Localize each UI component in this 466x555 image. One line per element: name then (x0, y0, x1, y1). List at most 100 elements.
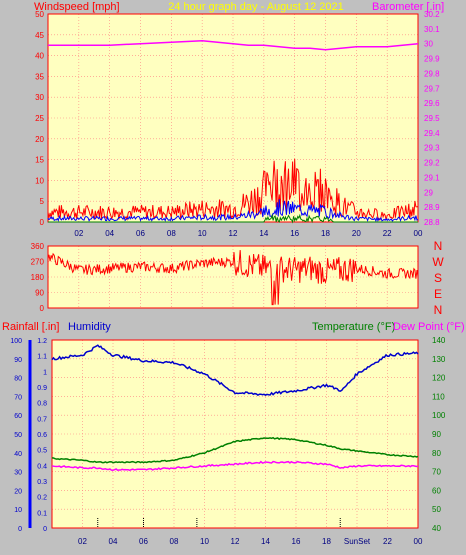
x-tick-label: 04 (105, 229, 114, 238)
rainfall-axis-title: Rainfall [.in] (2, 321, 59, 333)
humidity-tick-label: 100 (10, 338, 22, 345)
humidity-line (51, 344, 419, 396)
x-tick-label: 22 (383, 537, 392, 546)
baro-tick-label: 28.8 (424, 218, 440, 227)
windspeed-line (47, 158, 419, 221)
x-tick-label: 18 (321, 229, 330, 238)
temp-tick-label: 110 (432, 392, 445, 401)
wind-tick-label: 25 (35, 114, 44, 123)
x-tick-label: 14 (261, 537, 270, 546)
wind-direction-line (47, 250, 419, 306)
x-tick-label: 16 (290, 229, 299, 238)
rain-tick-label: 0.8 (37, 401, 47, 408)
dir-tick-label: 180 (31, 273, 45, 282)
humidity-tick-label: 30 (14, 470, 22, 477)
temp-tick-label: 40 (432, 524, 441, 533)
x-tick-label: 00 (414, 537, 423, 546)
humidity-tick-label: 10 (14, 507, 22, 514)
baro-tick-label: 29.6 (424, 99, 440, 108)
x-tick-label: 16 (292, 537, 301, 546)
x-tick-label: 12 (231, 537, 240, 546)
plot-area-wind (48, 14, 418, 222)
dewpoint-line (51, 460, 419, 472)
dir-letter-label: N (434, 239, 443, 253)
wind-tick-label: 50 (35, 10, 44, 19)
temp-tick-label: 130 (432, 355, 446, 364)
temp-tick-label: 50 (432, 505, 441, 514)
baro-tick-label: 29.4 (424, 129, 440, 138)
humidity-tick-label: 70 (14, 394, 22, 401)
rain-tick-label: 0.7 (37, 416, 47, 423)
temp-tick-label: 120 (432, 374, 446, 383)
x-tick-label: 02 (78, 537, 87, 546)
x-tick-label: 00 (414, 229, 423, 238)
dir-tick-label: 90 (35, 289, 44, 298)
x-tick-label: 08 (167, 229, 176, 238)
baro-tick-label: 29.2 (424, 159, 440, 168)
humidity-tick-label: 80 (14, 376, 22, 383)
x-tick-label: 18 (322, 537, 331, 546)
wind-tick-label: 15 (35, 156, 44, 165)
rain-tick-label: 1.1 (37, 354, 47, 361)
humidity-tick-label: 50 (14, 432, 22, 439)
x-tick-label: 08 (170, 537, 179, 546)
plot-frame-climate (51, 339, 419, 529)
plot-frame-direction (47, 245, 419, 309)
wind-tick-label: 20 (35, 135, 44, 144)
x-tick-label: 14 (259, 229, 268, 238)
dewpoint-axis-title: Dew Point (°F) (393, 321, 465, 333)
baro-tick-label: 30.2 (424, 10, 440, 19)
baro-tick-label: 29.3 (424, 144, 440, 153)
x-tick-label: 20 (352, 229, 361, 238)
chart-title: 24 hour graph day - August 12 2021 (168, 1, 344, 13)
rain-tick-label: 0.3 (37, 479, 47, 486)
dir-letter-label: W (432, 255, 444, 269)
rain-tick-label: 0.2 (37, 495, 47, 502)
temp-tick-label: 90 (432, 430, 441, 439)
baro-tick-label: 29.8 (424, 69, 440, 78)
rain-tick-label: 0.5 (37, 448, 47, 455)
temp-tick-label: 100 (432, 411, 446, 420)
baro-axis-title: Barometer [.in] (372, 1, 444, 13)
humidity-tick-label: 60 (14, 413, 22, 420)
dir-letter-label: S (434, 271, 442, 285)
wind-tick-label: 45 (35, 31, 44, 40)
dir-tick-label: 360 (31, 242, 45, 251)
temp-tick-label: 60 (432, 486, 441, 495)
temp-tick-label: 70 (432, 468, 441, 477)
x-tick-label: 04 (109, 537, 118, 546)
baro-tick-label: 29.5 (424, 114, 440, 123)
wind-tick-label: 35 (35, 72, 44, 81)
rain-tick-label: 0.6 (37, 432, 47, 439)
temp-tick-label: 80 (432, 449, 441, 458)
baro-tick-label: 29 (424, 188, 433, 197)
wind-tick-label: 0 (40, 218, 45, 227)
wind-average-line (47, 199, 419, 223)
temperature-axis-title: Temperature (°F) (312, 321, 395, 333)
temp-tick-label: 140 (432, 336, 446, 345)
baro-tick-label: 29.7 (424, 84, 440, 93)
humidity-tick-label: 20 (14, 488, 22, 495)
dir-letter-label: N (434, 303, 443, 317)
baro-tick-label: 29.9 (424, 55, 440, 64)
dir-tick-label: 270 (31, 258, 45, 267)
rain-tick-label: 0.9 (37, 385, 47, 392)
x-tick-label: 06 (139, 537, 148, 546)
dir-letter-label: E (434, 287, 442, 301)
x-tick-label: 10 (200, 537, 209, 546)
x-tick-label: 22 (383, 229, 392, 238)
baro-tick-label: 29.1 (424, 173, 440, 182)
baro-tick-label: 28.9 (424, 203, 440, 212)
x-tick-label: 10 (198, 229, 207, 238)
rain-tick-label: 0.4 (37, 463, 47, 470)
humidity-tick-label: 40 (14, 451, 22, 458)
humidity-tick-label: 0 (18, 526, 22, 533)
wind-tick-label: 5 (40, 197, 45, 206)
baro-tick-label: 30 (424, 40, 433, 49)
humidity-tick-label: 90 (14, 357, 22, 364)
x-tick-label: SunSet (344, 537, 371, 546)
wind-tick-label: 40 (35, 52, 44, 61)
baro-tick-label: 30.1 (424, 25, 440, 34)
